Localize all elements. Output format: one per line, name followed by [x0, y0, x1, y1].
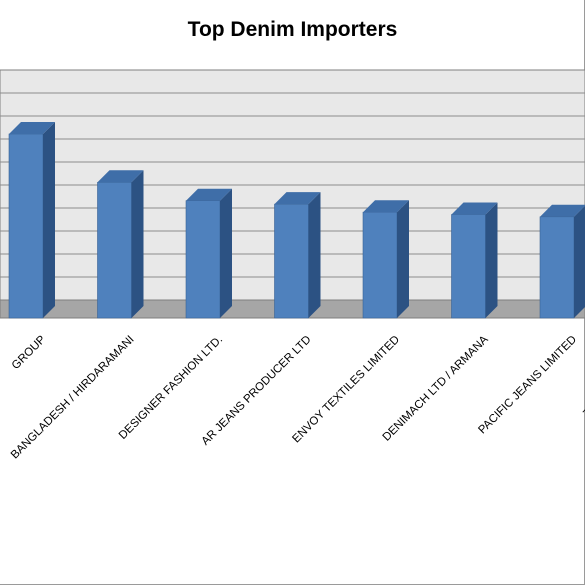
bar-side — [397, 200, 409, 318]
x-tick-label: ENVOY TEXTILES LIMITED — [290, 334, 402, 446]
bar-side — [308, 192, 321, 318]
x-tick-label: PACIFIC JEANS LIMITED — [476, 334, 579, 437]
bar-front — [539, 216, 575, 319]
bar — [97, 170, 144, 319]
bar-top — [363, 200, 409, 213]
x-tick-label: TUSUKA GROUP BA — [582, 333, 585, 419]
bar — [274, 192, 321, 319]
bar-side — [220, 188, 232, 318]
x-tick-label: DENIMACH LTD / ARMANA — [381, 333, 491, 443]
bar — [185, 188, 232, 319]
bar — [539, 204, 585, 319]
bar-side — [574, 205, 585, 318]
bar-front — [451, 214, 486, 319]
chart-title: Top Denim Importers — [187, 18, 398, 41]
bar-side — [43, 122, 55, 318]
bar-front — [97, 182, 132, 319]
bar — [8, 122, 55, 319]
bar-top — [540, 204, 585, 217]
bar — [362, 200, 409, 319]
bar-top — [186, 188, 232, 201]
bar-front — [362, 211, 398, 319]
bar — [451, 202, 498, 319]
bar-front — [274, 203, 309, 319]
bar-side — [485, 202, 498, 318]
x-tick-label: GROUP — [10, 333, 49, 372]
bar-front — [8, 133, 44, 319]
bar-side — [131, 170, 144, 318]
bar-top — [451, 202, 498, 215]
bar-top — [274, 192, 321, 205]
bar-top — [97, 170, 144, 183]
bar-top — [9, 122, 55, 134]
bar-front — [185, 200, 221, 319]
x-tick-label: DESIGNER FASHION LTD. — [117, 334, 225, 442]
